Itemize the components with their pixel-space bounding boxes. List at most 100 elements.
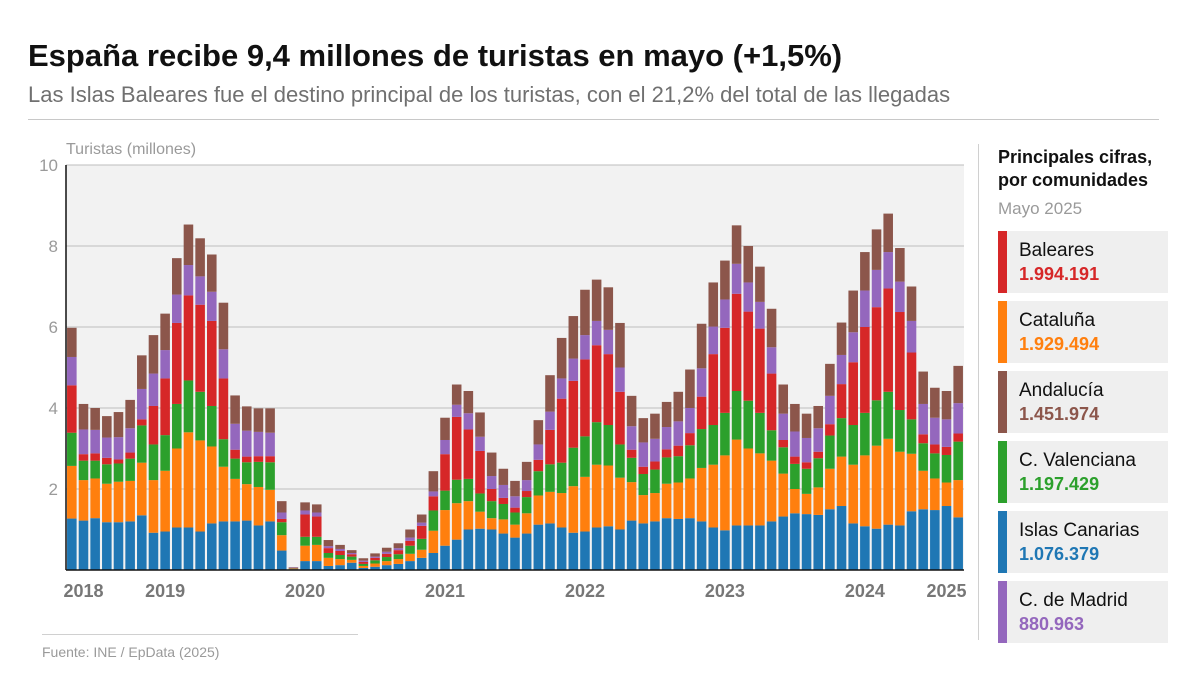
bar-segment (195, 440, 205, 532)
bar-segment (102, 437, 112, 458)
bar-segment (568, 447, 579, 487)
bar-segment (486, 452, 497, 477)
bar-segment (801, 437, 812, 463)
bar-segment (148, 532, 159, 570)
bar-segment (895, 281, 905, 313)
bar-segment (801, 462, 812, 469)
bar-segment (755, 525, 765, 570)
bar-segment (346, 559, 357, 563)
bar-segment (323, 540, 334, 547)
bar-segment (603, 425, 614, 466)
bar-segment (871, 229, 882, 270)
bar-segment (300, 545, 310, 562)
bar-segment (346, 554, 357, 557)
bar-segment (918, 509, 928, 570)
bar-segment (860, 290, 870, 327)
color-swatch (998, 231, 1007, 293)
bar-segment (463, 501, 474, 530)
bar-segment (650, 469, 660, 494)
bar-segment (673, 391, 684, 422)
bar-segment (148, 405, 159, 445)
bar-segment (720, 327, 730, 413)
bar-segment (160, 313, 170, 351)
bar-segment (720, 412, 730, 456)
bar-segment (766, 347, 777, 374)
bar-segment (510, 507, 520, 513)
bar-segment (451, 539, 462, 571)
bar-segment (428, 530, 439, 553)
bar-segment (638, 418, 649, 443)
bar-segment (335, 559, 345, 566)
bar-segment (556, 493, 567, 528)
bar-segment (813, 428, 823, 452)
bar-segment (428, 510, 439, 531)
bar-segment (638, 466, 649, 475)
bar-segment (207, 291, 217, 321)
bar-segment (416, 514, 427, 523)
bar-segment (311, 544, 322, 562)
bar-segment (580, 476, 590, 532)
bar-segment (603, 329, 614, 355)
bar-segment (790, 463, 800, 489)
y-tick-labels: 2 4 6 8 10 (39, 156, 58, 499)
bar-segment (381, 547, 392, 552)
bar-segment (67, 518, 77, 570)
bar-segment (405, 540, 415, 546)
bar-segment (813, 514, 823, 570)
region-name: Baleares (1019, 240, 1094, 261)
panel-card-baleares: Baleares 1.994.191 (998, 231, 1168, 293)
bar-segment (440, 545, 450, 570)
bar-segment (160, 378, 170, 436)
bar-segment (370, 560, 380, 564)
bar-segment (825, 468, 835, 510)
bar-segment (90, 478, 100, 519)
bar-segment (685, 408, 695, 434)
bar-segment (486, 489, 497, 502)
bar-segment (125, 428, 135, 453)
bar-segment (918, 443, 928, 471)
bar-segment (393, 563, 404, 570)
bar-segment (603, 526, 614, 570)
bar-segment (755, 412, 765, 454)
bar-segment (953, 403, 963, 434)
bar-segment (276, 535, 287, 551)
bar-segment (521, 491, 532, 498)
bar-segment (486, 501, 497, 519)
bar-segment (930, 417, 940, 445)
bar-segment (580, 289, 590, 336)
bar-segment (743, 448, 754, 526)
bar-segment (533, 444, 544, 460)
bar-segment (953, 480, 963, 518)
bar-segment (358, 565, 369, 568)
bar-segment (545, 429, 555, 465)
bar-segment (860, 327, 870, 413)
bar-segment (510, 480, 520, 497)
bar-segment (638, 442, 649, 467)
bar-segment (510, 537, 520, 570)
bar-segment (708, 326, 719, 355)
bar-segment (451, 384, 462, 405)
bar-segment (67, 356, 77, 386)
bar-segment (685, 478, 695, 519)
bar-segment (580, 335, 590, 360)
bar-segment (393, 548, 404, 551)
bar-segment (603, 465, 614, 527)
bar-segment (510, 512, 520, 525)
bar-segment (533, 459, 544, 472)
color-swatch (998, 511, 1007, 573)
bar-segment (230, 449, 240, 459)
bar-segment (860, 455, 870, 527)
bar-segment (102, 522, 112, 570)
bar-segment (265, 456, 275, 463)
bar-segment (895, 525, 905, 570)
bar-segment (218, 439, 229, 467)
bar-segment (323, 548, 334, 553)
bar-segment (183, 295, 194, 381)
bar-segment (67, 385, 77, 433)
bar-segment (626, 395, 637, 427)
bar-segment (708, 464, 719, 528)
bar-segment (183, 380, 194, 433)
bar-segment (615, 444, 625, 478)
bar-segment (766, 521, 777, 570)
key-figures-panel: Principales cifras, por comunidades Mayo… (998, 146, 1168, 651)
